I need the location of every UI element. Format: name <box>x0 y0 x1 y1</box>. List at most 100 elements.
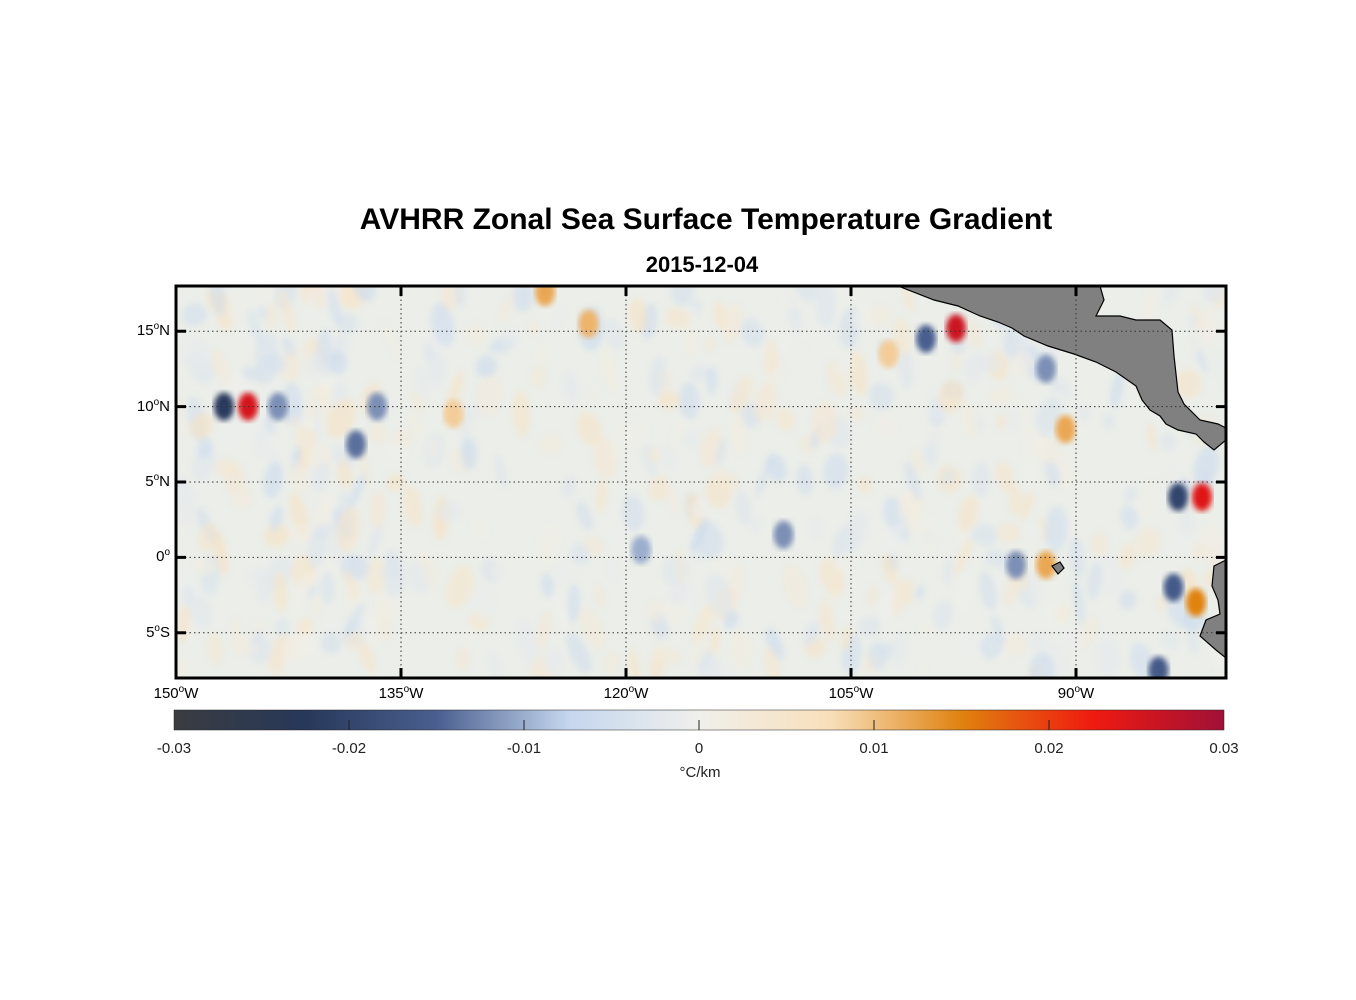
texture-blob <box>915 585 925 600</box>
texture-blob <box>1019 397 1032 442</box>
texture-blob <box>669 579 689 605</box>
texture-blob <box>541 573 554 598</box>
texture-blob <box>1087 562 1102 600</box>
texture-blob <box>579 607 606 650</box>
texture-blob <box>492 547 507 580</box>
longitude-label: 135oW <box>378 684 424 702</box>
texture-blob <box>256 305 270 321</box>
texture-blob <box>980 633 1003 660</box>
texture-blob <box>1203 286 1224 304</box>
gradient-feature <box>1006 550 1026 579</box>
texture-blob <box>216 413 244 448</box>
texture-blob <box>898 490 923 533</box>
texture-blob <box>689 364 711 382</box>
texture-blob <box>1049 375 1064 394</box>
texture-blob <box>471 517 490 540</box>
texture-blob <box>629 647 641 678</box>
texture-blob <box>295 423 317 455</box>
texture-blob <box>940 469 955 486</box>
texture-blob <box>1061 380 1073 401</box>
texture-blob <box>1062 625 1086 652</box>
texture-blob <box>288 523 313 544</box>
texture-blob <box>1213 352 1226 392</box>
longitude-label: 90oW <box>1057 684 1095 702</box>
texture-blob <box>778 334 793 354</box>
texture-blob <box>1142 286 1157 325</box>
texture-blob <box>176 484 197 527</box>
texture-blob <box>358 642 376 674</box>
texture-blob <box>1175 369 1202 398</box>
latitude-label: 0o <box>156 547 170 566</box>
gradient-feature <box>916 324 936 353</box>
texture-blob <box>304 288 318 330</box>
colorbar-tick-label: -0.02 <box>331 740 367 757</box>
texture-blob <box>440 286 462 311</box>
texture-blob <box>1134 481 1162 517</box>
texture-blob <box>553 590 568 633</box>
texture-blob <box>823 453 848 489</box>
texture-blob <box>278 289 296 332</box>
texture-blob <box>766 453 787 482</box>
texture-blob <box>331 335 342 353</box>
texture-blob <box>418 549 439 589</box>
latitude-label: 15oN <box>136 321 170 340</box>
texture-blob <box>1012 351 1032 377</box>
texture-blob <box>182 586 193 605</box>
texture-blob <box>1110 371 1124 408</box>
texture-blob <box>242 365 260 381</box>
texture-blob <box>471 583 496 620</box>
texture-blob <box>577 412 602 445</box>
texture-blob <box>916 516 940 554</box>
texture-blob <box>1004 633 1026 656</box>
texture-blob <box>446 565 474 608</box>
colorbar-ticks <box>348 720 1050 730</box>
texture-blob <box>675 548 685 587</box>
texture-blob <box>858 616 881 637</box>
texture-blob <box>730 412 748 456</box>
texture-blob <box>721 303 743 343</box>
texture-blob <box>367 557 385 595</box>
texture-blob <box>991 616 1006 645</box>
texture-blob <box>594 584 605 607</box>
texture-blob <box>182 303 208 326</box>
texture-blob <box>836 353 854 375</box>
texture-blob <box>536 611 552 651</box>
texture-blob <box>266 302 276 329</box>
texture-blob <box>1019 491 1033 520</box>
texture-blob <box>567 584 580 624</box>
texture-blob <box>715 437 727 467</box>
texture-blob <box>891 578 905 618</box>
longitude-label: 120oW <box>603 684 649 702</box>
texture-blob <box>703 335 716 352</box>
texture-blob <box>1171 531 1194 561</box>
texture-blob <box>497 293 516 325</box>
texture-blob <box>782 564 808 609</box>
texture-blob <box>343 602 364 643</box>
texture-blob <box>229 484 253 509</box>
gradient-feature <box>1055 415 1076 444</box>
texture-blob <box>657 647 682 664</box>
texture-blob <box>812 401 838 444</box>
texture-blob <box>691 517 708 552</box>
texture-blob <box>267 652 286 674</box>
texture-blob <box>665 307 691 330</box>
texture-blob <box>1028 632 1050 653</box>
texture-blob <box>729 375 753 414</box>
texture-blob <box>799 344 811 379</box>
texture-blob <box>1130 642 1153 678</box>
colorbar-tick-label: 0.01 <box>859 740 889 757</box>
texture-blob <box>900 286 914 312</box>
texture-blob <box>184 335 210 369</box>
texture-blob <box>858 477 873 493</box>
texture-blob <box>764 339 778 377</box>
texture-blob <box>910 449 925 474</box>
gradient-feature <box>1036 354 1056 383</box>
texture-blob <box>1044 506 1068 552</box>
texture-blob <box>655 336 669 359</box>
texture-blob <box>326 398 356 439</box>
texture-blob <box>512 390 530 437</box>
texture-blob <box>977 354 1003 373</box>
texture-blob <box>956 524 966 550</box>
texture-blob <box>663 477 679 514</box>
